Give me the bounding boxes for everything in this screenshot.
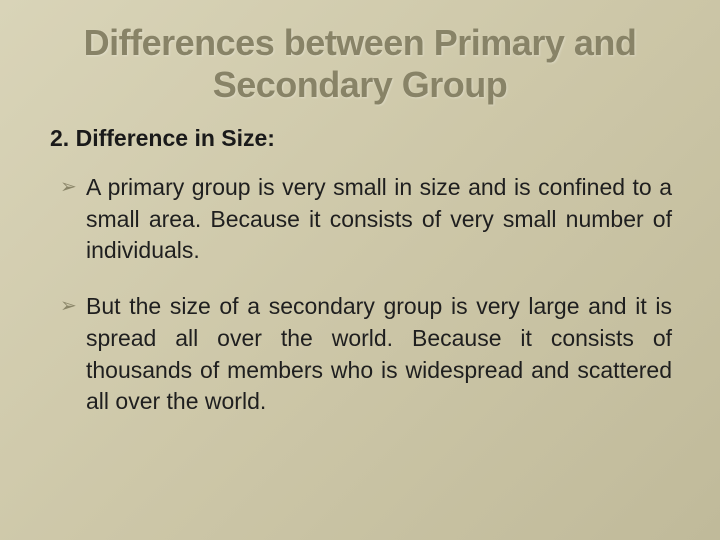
list-item: ➢ A primary group is very small in size … bbox=[86, 172, 672, 267]
list-item: ➢ But the size of a secondary group is v… bbox=[86, 291, 672, 418]
subheading-number: 2. bbox=[50, 125, 69, 151]
bullet-text: But the size of a secondary group is ver… bbox=[86, 293, 672, 414]
slide-title: Differences between Primary and Secondar… bbox=[48, 22, 672, 107]
slide-subheading: 2. Difference in Size: bbox=[50, 125, 672, 152]
bullet-text: A primary group is very small in size an… bbox=[86, 174, 672, 263]
bullet-list: ➢ A primary group is very small in size … bbox=[48, 172, 672, 418]
bullet-icon: ➢ bbox=[60, 293, 77, 321]
bullet-icon: ➢ bbox=[60, 174, 77, 202]
subheading-text: Difference in Size: bbox=[76, 125, 275, 151]
